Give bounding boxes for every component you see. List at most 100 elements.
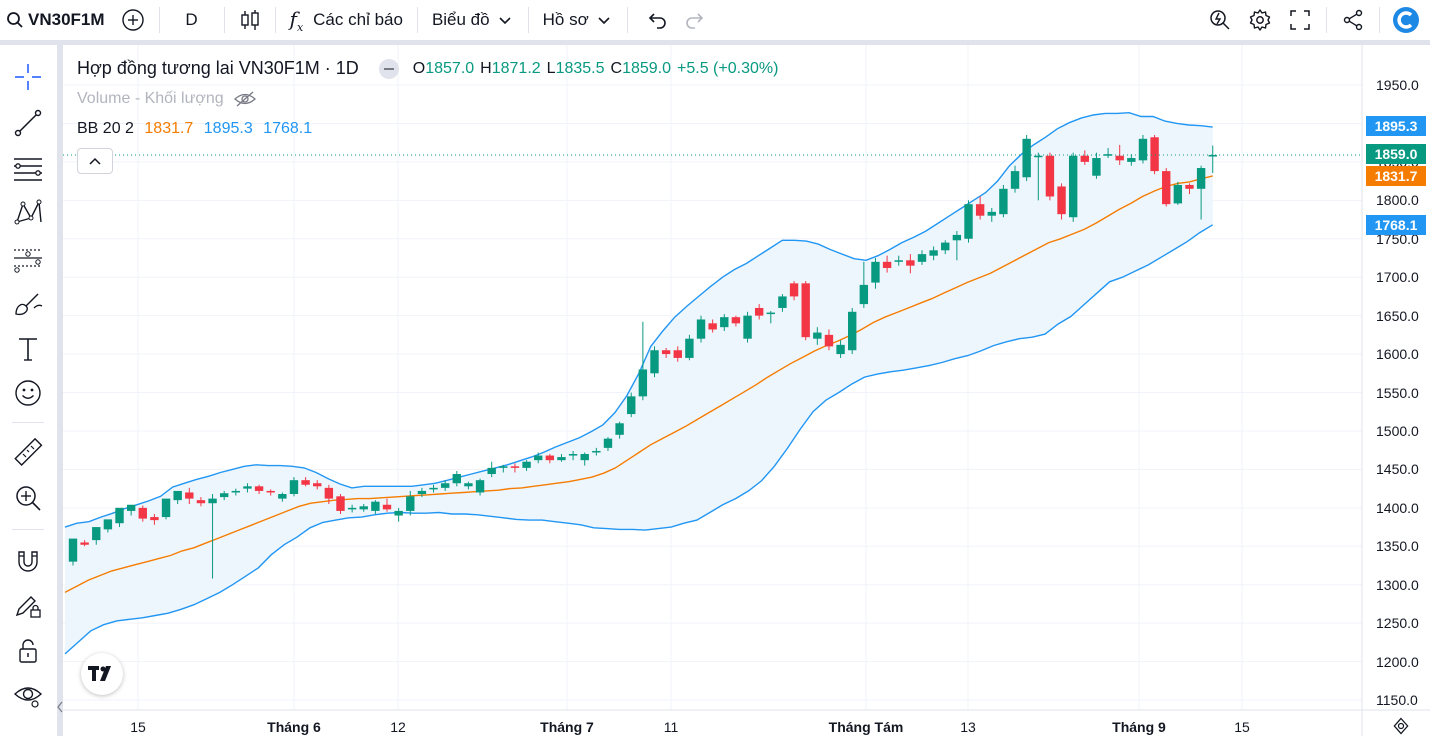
candle-body	[429, 487, 438, 490]
lock-drawings-edit-tool[interactable]	[8, 589, 48, 623]
compare-add-button[interactable]	[113, 4, 153, 36]
quick-search-button[interactable]	[1200, 4, 1240, 36]
candle-body	[929, 250, 938, 256]
price-chart[interactable]	[63, 45, 1430, 736]
interval-button[interactable]: D	[166, 4, 218, 36]
crosshair-tool[interactable]	[8, 60, 48, 94]
candle-body	[1103, 154, 1113, 156]
bollinger-legend[interactable]: BB 20 2 1831.7 1895.3 1768.1	[77, 120, 312, 138]
toolbar-divider	[416, 7, 418, 33]
candle-body	[254, 486, 264, 491]
volume-title: Volume - Khối lượng	[77, 90, 224, 107]
candle-body	[522, 461, 531, 468]
pattern-tool[interactable]	[8, 196, 48, 230]
fullscreen-icon	[1290, 10, 1310, 30]
chart-menu-button[interactable]: Biểu đồ	[424, 4, 522, 36]
candle-body	[1138, 138, 1148, 161]
time-tick-label: Tháng 9	[1112, 719, 1166, 735]
undo-button[interactable]	[638, 4, 676, 36]
price-tick-label: 1350.0	[1376, 538, 1419, 555]
candle-body	[778, 296, 787, 308]
brand-logo-icon	[1393, 7, 1419, 33]
candle-body	[347, 507, 357, 510]
candle-body	[638, 369, 648, 397]
trend-line-tool[interactable]	[8, 106, 48, 140]
candle-body	[161, 498, 171, 518]
tv-logo-icon	[88, 666, 111, 681]
gear-icon[interactable]	[1391, 716, 1411, 736]
candle-body	[266, 490, 275, 493]
price-tick-label: 1800.0	[1376, 192, 1419, 209]
candle-body	[464, 483, 473, 487]
emoji-tool[interactable]	[8, 376, 48, 410]
time-tick-label: Tháng 6	[267, 719, 321, 735]
indicators-label: Các chỉ báo	[313, 10, 403, 29]
candle-body	[138, 507, 147, 519]
zoom-in-tool[interactable]	[8, 481, 48, 515]
main-series-legend[interactable]: Hợp đồng tương lai VN30F1M · 1D O 1857.0 …	[77, 58, 778, 79]
plus-circle-icon	[121, 9, 144, 31]
fib-lines-icon	[14, 158, 42, 181]
share-button[interactable]	[1333, 4, 1373, 36]
price-tick-label: 1150.0	[1376, 692, 1418, 709]
candle-body	[115, 507, 124, 524]
close-label: C	[610, 59, 623, 77]
candle-body	[452, 474, 461, 484]
pencil-lock-icon	[15, 596, 41, 618]
candle-body	[394, 510, 403, 516]
brush-tool[interactable]	[8, 288, 48, 322]
candle-body	[568, 454, 578, 456]
candle-body	[359, 506, 368, 510]
candles-icon	[240, 10, 259, 30]
candle-body	[324, 487, 334, 499]
candle-body	[510, 466, 520, 468]
candle-body	[964, 204, 973, 239]
candle-body	[173, 490, 182, 501]
candle-body	[301, 480, 310, 485]
indicators-button[interactable]: fx Các chỉ báo	[282, 4, 411, 36]
brand-logo-button[interactable]	[1386, 4, 1430, 36]
magnet-tool[interactable]	[8, 544, 48, 578]
tradingview-logo[interactable]	[81, 653, 123, 695]
redo-button[interactable]	[676, 4, 714, 36]
candle-body	[150, 517, 159, 521]
candle-body	[650, 350, 659, 374]
candle-body	[975, 204, 985, 216]
candles-series	[68, 134, 1217, 579]
high-value: 1871.2	[491, 59, 541, 77]
hide-drawings-tool[interactable]	[8, 678, 48, 712]
candle-body	[766, 312, 775, 315]
text-tool[interactable]	[8, 332, 48, 366]
candle-body	[708, 323, 717, 330]
drawing-toolbar	[0, 45, 57, 736]
legend-collapse-button[interactable]	[77, 148, 113, 174]
symbol-search-button[interactable]: VN30F1M	[0, 4, 113, 36]
chart-type-button[interactable]	[231, 4, 269, 36]
price-tick-label: 1600.0	[1376, 346, 1419, 363]
candle-body	[487, 467, 496, 475]
chevron-down-icon	[598, 17, 610, 25]
candle-body	[1127, 158, 1136, 162]
candle-body	[92, 527, 101, 541]
candle-body	[231, 490, 241, 493]
lock-all-drawings-tool[interactable]	[8, 634, 48, 668]
candle-body	[743, 315, 752, 339]
eye-hidden-icon[interactable]	[233, 90, 256, 108]
fullscreen-button[interactable]	[1280, 4, 1320, 36]
undo-icon	[648, 13, 666, 29]
chevron-left-icon[interactable]	[57, 700, 63, 714]
candle-body	[871, 261, 880, 283]
volume-legend[interactable]: Volume - Khối lượng	[77, 90, 256, 108]
profile-menu-button[interactable]: Hồ sơ	[535, 4, 621, 36]
fib-retracement-tool[interactable]	[8, 152, 48, 186]
candle-body	[1045, 155, 1055, 197]
ruler-icon	[14, 438, 43, 467]
forecast-tool[interactable]	[8, 242, 48, 276]
text-icon	[19, 338, 37, 361]
low-label: L	[546, 59, 556, 77]
upper-band-price-label: 1895.3	[1366, 116, 1426, 136]
candle-body	[580, 454, 589, 461]
toolbar-divider	[274, 7, 276, 33]
settings-button[interactable]	[1240, 4, 1280, 36]
measure-tool[interactable]	[8, 436, 48, 470]
